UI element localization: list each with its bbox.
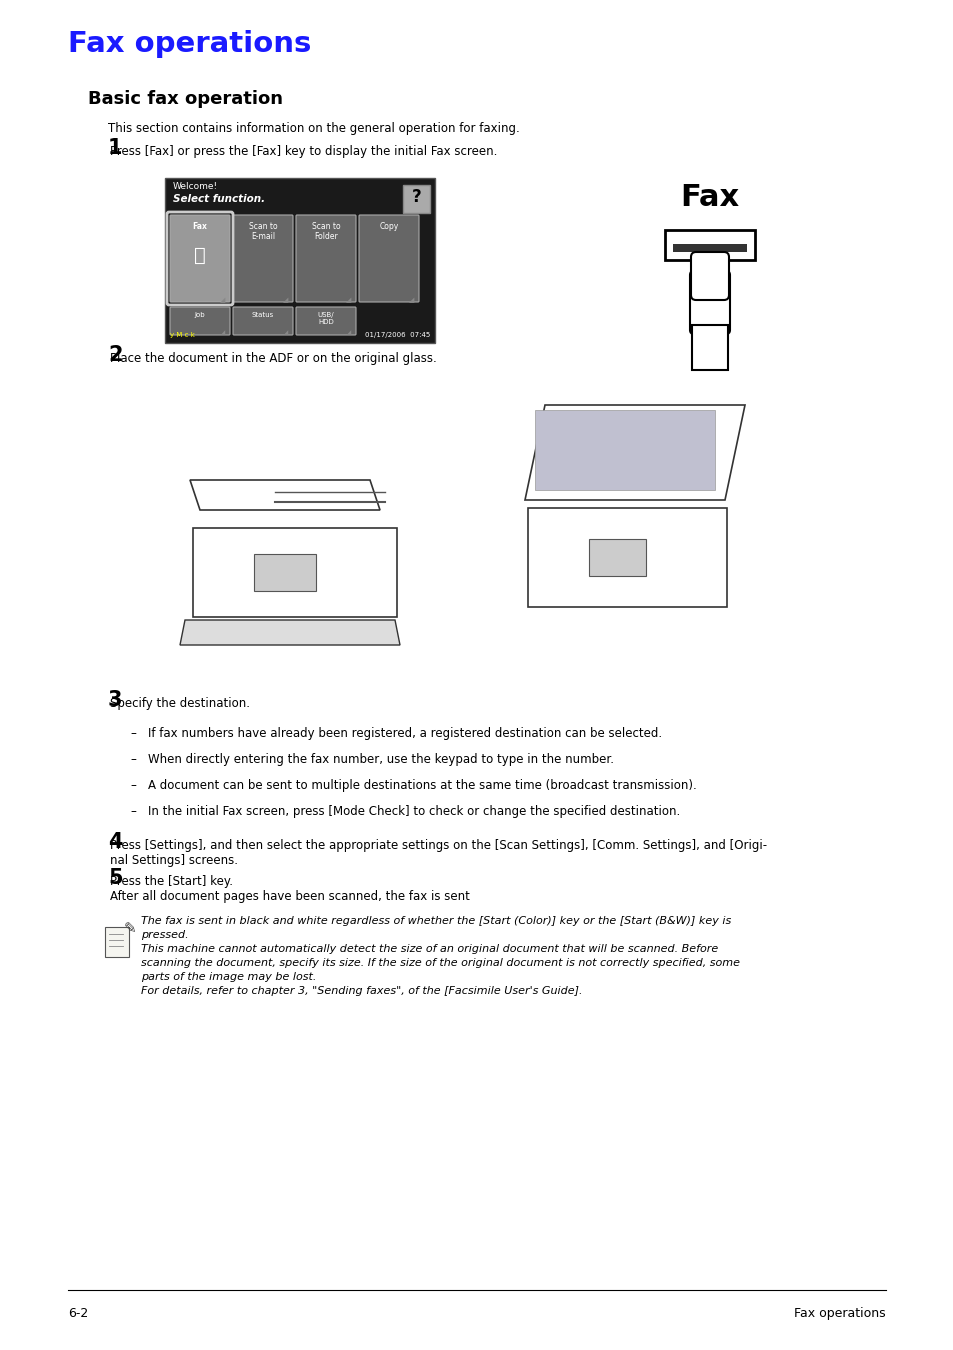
Text: 4: 4 — [108, 832, 122, 852]
Text: 📠: 📠 — [193, 246, 206, 265]
Text: For details, refer to chapter 3, "Sending faxes", of the [Facsimile User's Guide: For details, refer to chapter 3, "Sendin… — [141, 986, 582, 996]
Text: ◢: ◢ — [346, 329, 351, 335]
Text: –: – — [130, 728, 135, 740]
Text: 2: 2 — [108, 346, 122, 365]
Bar — [664, 230, 754, 261]
Text: Fax operations: Fax operations — [68, 30, 311, 58]
Text: ◢: ◢ — [219, 297, 225, 302]
FancyBboxPatch shape — [253, 554, 315, 591]
Text: ◢: ◢ — [282, 297, 288, 302]
Polygon shape — [524, 405, 744, 500]
Text: In the initial Fax screen, press [Mode Check] to check or change the specified d: In the initial Fax screen, press [Mode C… — [148, 805, 679, 818]
Text: ✎: ✎ — [124, 921, 136, 936]
Text: 5: 5 — [108, 868, 123, 888]
Text: ◢: ◢ — [283, 329, 288, 335]
Text: After all document pages have been scanned, the fax is sent: After all document pages have been scann… — [110, 890, 470, 903]
Polygon shape — [190, 481, 379, 510]
Text: E-mail: E-mail — [251, 232, 274, 242]
Text: pressed.: pressed. — [141, 930, 189, 940]
Text: The fax is sent in black and white regardless of whether the [Start (Color)] key: The fax is sent in black and white regar… — [141, 917, 731, 926]
FancyBboxPatch shape — [689, 271, 729, 333]
Text: If fax numbers have already been registered, a registered destination can be sel: If fax numbers have already been registe… — [148, 728, 661, 740]
Text: Welcome!: Welcome! — [172, 182, 218, 190]
Text: ◢: ◢ — [220, 329, 225, 335]
Text: ?: ? — [412, 188, 421, 207]
Bar — [165, 178, 435, 343]
Text: y M c k: y M c k — [170, 332, 194, 338]
Text: 01/17/2006  07:45: 01/17/2006 07:45 — [364, 332, 430, 338]
FancyBboxPatch shape — [527, 508, 726, 608]
Text: –: – — [130, 805, 135, 818]
Text: Copy: Copy — [379, 221, 398, 231]
Text: –: – — [130, 779, 135, 792]
Text: ◢: ◢ — [345, 297, 351, 302]
Text: Press [Fax] or press the [Fax] key to display the initial Fax screen.: Press [Fax] or press the [Fax] key to di… — [110, 144, 497, 158]
Text: Folder: Folder — [314, 232, 337, 242]
FancyBboxPatch shape — [193, 528, 396, 617]
Text: Job: Job — [194, 312, 205, 319]
FancyBboxPatch shape — [691, 325, 727, 370]
FancyBboxPatch shape — [233, 306, 293, 335]
FancyBboxPatch shape — [170, 215, 230, 302]
Text: parts of the image may be lost.: parts of the image may be lost. — [141, 972, 316, 981]
Text: A document can be sent to multiple destinations at the same time (broadcast tran: A document can be sent to multiple desti… — [148, 779, 696, 792]
Text: –: – — [130, 753, 135, 765]
Text: Place the document in the ADF or on the original glass.: Place the document in the ADF or on the … — [110, 352, 436, 365]
Polygon shape — [180, 620, 399, 645]
Bar — [672, 244, 746, 252]
Text: Fax operations: Fax operations — [794, 1307, 885, 1320]
Text: Status: Status — [252, 312, 274, 319]
FancyBboxPatch shape — [358, 215, 418, 302]
FancyBboxPatch shape — [690, 252, 728, 300]
Text: Select function.: Select function. — [172, 194, 265, 204]
FancyBboxPatch shape — [588, 539, 645, 576]
Text: 1: 1 — [108, 138, 122, 158]
FancyBboxPatch shape — [170, 306, 230, 335]
Text: Scan to: Scan to — [312, 221, 340, 231]
Text: This section contains information on the general operation for faxing.: This section contains information on the… — [108, 122, 519, 135]
Text: Basic fax operation: Basic fax operation — [88, 90, 283, 108]
FancyBboxPatch shape — [233, 215, 293, 302]
Text: Press [Settings], and then select the appropriate settings on the [Scan Settings: Press [Settings], and then select the ap… — [110, 838, 766, 852]
Text: scanning the document, specify its size. If the size of the original document is: scanning the document, specify its size.… — [141, 958, 740, 968]
FancyBboxPatch shape — [295, 306, 355, 335]
Text: Fax: Fax — [679, 184, 739, 212]
Text: 6-2: 6-2 — [68, 1307, 89, 1320]
Text: 3: 3 — [108, 690, 122, 710]
Text: ◢: ◢ — [408, 297, 414, 302]
FancyBboxPatch shape — [105, 927, 129, 957]
Text: When directly entering the fax number, use the keypad to type in the number.: When directly entering the fax number, u… — [148, 753, 614, 765]
Bar — [402, 185, 430, 213]
Text: nal Settings] screens.: nal Settings] screens. — [110, 855, 237, 867]
Text: Fax: Fax — [193, 221, 207, 231]
Bar — [535, 410, 714, 490]
Text: Press the [Start] key.: Press the [Start] key. — [110, 875, 233, 888]
Text: Scan to: Scan to — [249, 221, 277, 231]
Text: Specify the destination.: Specify the destination. — [110, 697, 250, 710]
FancyBboxPatch shape — [295, 215, 355, 302]
Text: USB/
HDD: USB/ HDD — [317, 312, 334, 325]
Text: This machine cannot automatically detect the size of an original document that w: This machine cannot automatically detect… — [141, 944, 718, 954]
